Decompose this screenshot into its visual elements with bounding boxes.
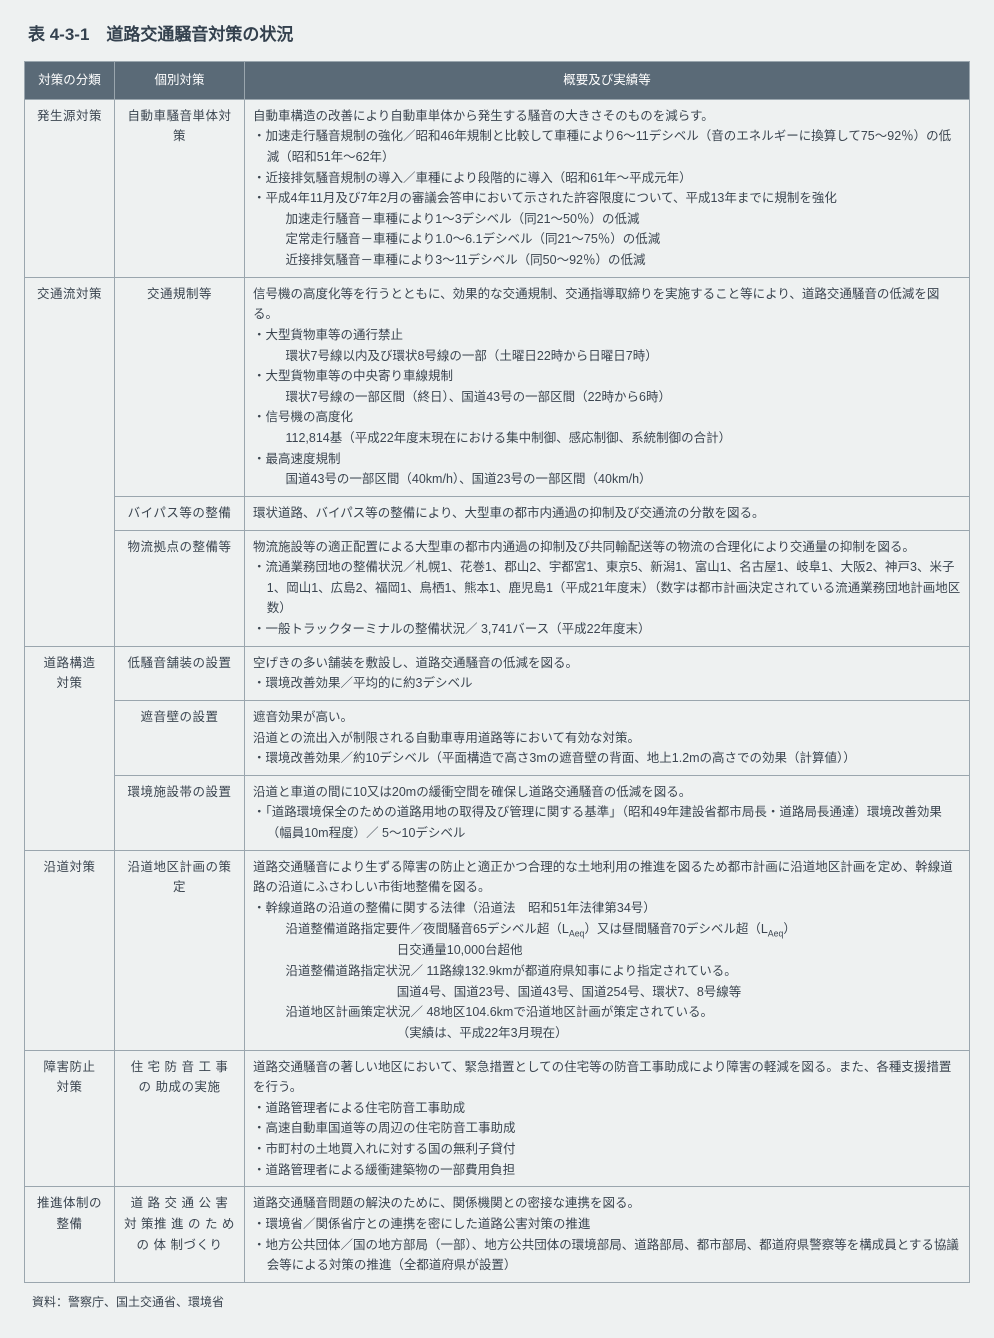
detail-line: ・環境省／関係省庁との連携を密にした道路公害対策の推進 <box>253 1214 961 1235</box>
detail-line: ・大型貨物車等の通行禁止 <box>253 325 961 346</box>
col-detail: 概要及び実績等 <box>245 62 970 100</box>
detail-line: 112,814基（平成22年度末現在における集中制御、感応制御、系統制御の合計） <box>253 428 961 449</box>
table-row: 道路構造 対策 低騒音舗装の設置 空げきの多い舗装を敷設し、道路交通騒音の低減を… <box>25 646 970 700</box>
table-row: 推進体制の整備 道 路 交 通 公 害 対 策推 進 の た め の 体 制づく… <box>25 1187 970 1283</box>
detail-line: 遮音効果が高い。 <box>253 710 353 724</box>
detail-line: ・「道路環境保全のための道路用地の取得及び管理に関する基準」（昭和49年建設省都… <box>253 802 961 843</box>
category-cell: 障害防止 対策 <box>25 1050 115 1187</box>
detail-line: ・流通業務団地の整備状況／札幌1、花巻1、郡山2、宇都宮1、東京5、新潟1、富山… <box>253 557 961 619</box>
col-sub: 個別対策 <box>115 62 245 100</box>
sub-cell: 道 路 交 通 公 害 対 策推 進 の た め の 体 制づくり <box>115 1187 245 1283</box>
sub-cell: 沿道地区計画の策定 <box>115 850 245 1050</box>
detail-line: ・環境改善効果／平均的に約3デシベル <box>253 673 961 694</box>
sub-cell: 物流拠点の整備等 <box>115 530 245 646</box>
category-cell: 発生源対策 <box>25 99 115 277</box>
category-cell: 沿道対策 <box>25 850 115 1050</box>
detail-line: 道路交通騒音の著しい地区において、緊急措置としての住宅等の防音工事助成により障害… <box>253 1060 951 1095</box>
detail-line: ・大型貨物車等の中央寄り車線規制 <box>253 366 961 387</box>
table-row: 物流拠点の整備等 物流施設等の適正配置による大型車の都市内通過の抑制及び共同輸配… <box>25 530 970 646</box>
detail-line: ・平成4年11月及び7年2月の審議会答申において示された許容限度について、平成1… <box>253 188 961 209</box>
detail-line: ・道路管理者による住宅防音工事助成 <box>253 1098 961 1119</box>
detail-line: ・幹線道路の沿道の整備に関する法律（沿道法 昭和51年法律第34号） <box>253 898 961 919</box>
detail-cell: 環状道路、バイパス等の整備により、大型車の都市内通過の抑制及び交通流の分散を図る… <box>245 496 970 530</box>
table-header-row: 対策の分類 個別対策 概要及び実績等 <box>25 62 970 100</box>
detail-cell: 空げきの多い舗装を敷設し、道路交通騒音の低減を図る。 ・環境改善効果／平均的に約… <box>245 646 970 700</box>
col-category: 対策の分類 <box>25 62 115 100</box>
detail-line: 道路交通騒音問題の解決のために、関係機関との密接な連携を図る。 <box>253 1196 640 1210</box>
detail-line: ・道路管理者による緩衝建築物の一部費用負担 <box>253 1160 961 1181</box>
sub-cell: 遮音壁の設置 <box>115 700 245 775</box>
detail-line: ・環境改善効果／約10デシベル（平面構造で高さ3mの遮音壁の背面、地上1.2mの… <box>253 748 961 769</box>
detail-cell: 信号機の高度化等を行うとともに、効果的な交通規制、交通指導取締りを実施すること等… <box>245 277 970 496</box>
road-noise-table: 対策の分類 個別対策 概要及び実績等 発生源対策 自動車騒音単体対策 自動車構造… <box>24 61 970 1283</box>
source-note: 資料：警察庁、国土交通省、環境省 <box>32 1293 970 1310</box>
detail-line: 環状7号線以内及び環状8号線の一部（土曜日22時から日曜日7時） <box>253 346 961 367</box>
table-row: 遮音壁の設置 遮音効果が高い。 沿道との流出入が制限される自動車専用道路等におい… <box>25 700 970 775</box>
detail-line: ・加速走行騒音規制の強化／昭和46年規制と比較して車種により6～11デシベル（音… <box>253 126 961 167</box>
sub-cell: 自動車騒音単体対策 <box>115 99 245 277</box>
detail-line: ・一般トラックターミナルの整備状況／ 3,741バース（平成22年度末） <box>253 619 961 640</box>
sub-cell: 環境施設帯の設置 <box>115 775 245 850</box>
page-container: 表 4-3-1 道路交通騒音対策の状況 対策の分類 個別対策 概要及び実績等 発… <box>0 0 994 1338</box>
detail-line: 定常走行騒音－車種により1.0～6.1デシベル（同21～75％）の低減 <box>253 229 961 250</box>
sub-cell: バイパス等の整備 <box>115 496 245 530</box>
detail-line: 自動車構造の改善により自動車単体から発生する騒音の大きさそのものを減らす。 <box>253 109 714 123</box>
detail-cell: 道路交通騒音の著しい地区において、緊急措置としての住宅等の防音工事助成により障害… <box>245 1050 970 1187</box>
detail-line: 物流施設等の適正配置による大型車の都市内通過の抑制及び共同輸配送等の物流の合理化… <box>253 540 915 554</box>
detail-line: 沿道と車道の間に10又は20mの緩衝空間を確保し道路交通騒音の低減を図る。 <box>253 785 691 799</box>
detail-cell: 自動車構造の改善により自動車単体から発生する騒音の大きさそのものを減らす。 ・加… <box>245 99 970 277</box>
detail-cell: 遮音効果が高い。 沿道との流出入が制限される自動車専用道路等において有効な対策。… <box>245 700 970 775</box>
detail-line: 道路交通騒音により生ずる障害の防止と適正かつ合理的な土地利用の推進を図るため都市… <box>253 860 953 895</box>
detail-cell: 沿道と車道の間に10又は20mの緩衝空間を確保し道路交通騒音の低減を図る。 ・「… <box>245 775 970 850</box>
detail-line: ・最高速度規制 <box>253 449 961 470</box>
detail-line: 沿道との流出入が制限される自動車専用道路等において有効な対策。 <box>253 731 640 745</box>
table-row: 沿道対策 沿道地区計画の策定 道路交通騒音により生ずる障害の防止と適正かつ合理的… <box>25 850 970 1050</box>
detail-line: 沿道整備道路指定要件／夜間騒音65デシベル超（LAeq）又は昼間騒音70デシベル… <box>253 919 961 941</box>
table-row: 環境施設帯の設置 沿道と車道の間に10又は20mの緩衝空間を確保し道路交通騒音の… <box>25 775 970 850</box>
category-cell: 道路構造 対策 <box>25 646 115 850</box>
table-row: 障害防止 対策 住 宅 防 音 工 事 の 助成の実施 道路交通騒音の著しい地区… <box>25 1050 970 1187</box>
detail-line: ・近接排気騒音規制の導入／車種により段階的に導入（昭和61年～平成元年） <box>253 168 961 189</box>
detail-line: 環状道路、バイパス等の整備により、大型車の都市内通過の抑制及び交通流の分散を図る… <box>253 506 765 520</box>
category-cell: 推進体制の整備 <box>25 1187 115 1283</box>
detail-line: 国道43号の一部区間（40km/h）、国道23号の一部区間（40km/h） <box>253 469 961 490</box>
detail-line: 沿道整備道路指定状況／ 11路線132.9kmが都道府県知事により指定されている… <box>253 961 961 982</box>
table-row: 発生源対策 自動車騒音単体対策 自動車構造の改善により自動車単体から発生する騒音… <box>25 99 970 277</box>
detail-cell: 道路交通騒音問題の解決のために、関係機関との密接な連携を図る。 ・環境省／関係省… <box>245 1187 970 1283</box>
category-cell: 交通流対策 <box>25 277 115 646</box>
detail-line: 加速走行騒音－車種により1～3デシベル（同21～50％）の低減 <box>253 209 961 230</box>
detail-line: 日交通量10,000台超他 <box>253 940 961 961</box>
detail-line: ・信号機の高度化 <box>253 407 961 428</box>
detail-line: 環状7号線の一部区間（終日）、国道43号の一部区間（22時から6時） <box>253 387 961 408</box>
detail-line: ・高速自動車国道等の周辺の住宅防音工事助成 <box>253 1118 961 1139</box>
table-row: 交通流対策 交通規制等 信号機の高度化等を行うとともに、効果的な交通規制、交通指… <box>25 277 970 496</box>
detail-line: 国道4号、国道23号、国道43号、国道254号、環状7、8号線等 <box>253 982 961 1003</box>
detail-line: 空げきの多い舗装を敷設し、道路交通騒音の低減を図る。 <box>253 656 578 670</box>
detail-line: （実績は、平成22年3月現在） <box>253 1023 961 1044</box>
sub-cell: 住 宅 防 音 工 事 の 助成の実施 <box>115 1050 245 1187</box>
sub-cell: 低騒音舗装の設置 <box>115 646 245 700</box>
table-row: バイパス等の整備 環状道路、バイパス等の整備により、大型車の都市内通過の抑制及び… <box>25 496 970 530</box>
sub-cell: 交通規制等 <box>115 277 245 496</box>
detail-line: ・市町村の土地買入れに対する国の無利子貸付 <box>253 1139 961 1160</box>
detail-line: ・地方公共団体／国の地方部局（一部）、地方公共団体の環境部局、道路部局、都市部局… <box>253 1235 961 1276</box>
detail-line: 近接排気騒音－車種により3～11デシベル（同50～92％）の低減 <box>253 250 961 271</box>
table-title: 表 4-3-1 道路交通騒音対策の状況 <box>28 20 970 45</box>
detail-line: 沿道地区計画策定状況／ 48地区104.6kmで沿道地区計画が策定されている。 <box>253 1002 961 1023</box>
detail-line: 信号機の高度化等を行うとともに、効果的な交通規制、交通指導取締りを実施すること等… <box>253 287 939 322</box>
detail-cell: 物流施設等の適正配置による大型車の都市内通過の抑制及び共同輸配送等の物流の合理化… <box>245 530 970 646</box>
detail-cell: 道路交通騒音により生ずる障害の防止と適正かつ合理的な土地利用の推進を図るため都市… <box>245 850 970 1050</box>
